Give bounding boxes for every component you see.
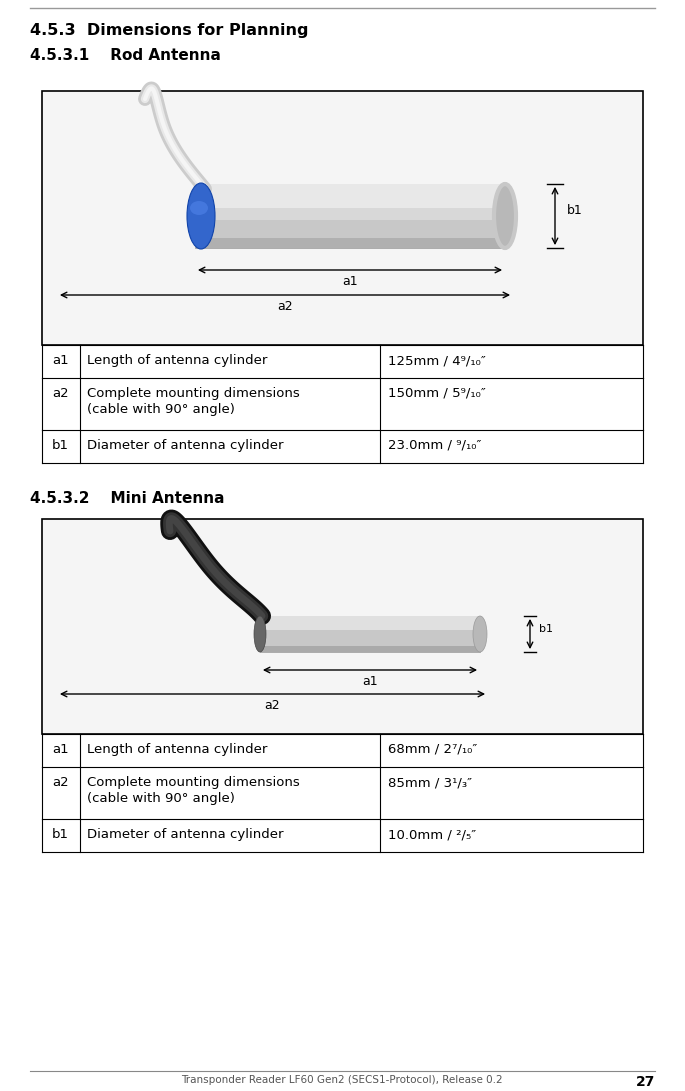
Text: 125mm / 4⁹/₁₀″: 125mm / 4⁹/₁₀″	[388, 353, 486, 367]
Text: 85mm / 3¹/₃″: 85mm / 3¹/₃″	[388, 776, 472, 789]
Text: a1: a1	[52, 353, 68, 367]
Text: (cable with 90° angle): (cable with 90° angle)	[87, 403, 235, 416]
Text: a1: a1	[342, 275, 358, 288]
Text: 4.5.3.2    Mini Antenna: 4.5.3.2 Mini Antenna	[30, 491, 225, 506]
Text: a1: a1	[362, 675, 378, 688]
FancyBboxPatch shape	[195, 238, 505, 248]
Text: a1: a1	[52, 743, 68, 756]
Text: Complete mounting dimensions: Complete mounting dimensions	[87, 776, 300, 789]
FancyBboxPatch shape	[195, 184, 505, 248]
Text: b1: b1	[52, 828, 69, 841]
Text: 150mm / 5⁹/₁₀″: 150mm / 5⁹/₁₀″	[388, 387, 486, 400]
Text: a2: a2	[264, 699, 280, 712]
FancyBboxPatch shape	[195, 184, 505, 208]
Text: b1: b1	[567, 204, 583, 216]
Text: (cable with 90° angle): (cable with 90° angle)	[87, 792, 235, 805]
Ellipse shape	[473, 616, 487, 652]
Text: 27: 27	[636, 1075, 655, 1089]
Text: Length of antenna cylinder: Length of antenna cylinder	[87, 353, 267, 367]
Text: Diameter of antenna cylinder: Diameter of antenna cylinder	[87, 828, 284, 841]
Text: b1: b1	[52, 439, 69, 452]
Text: 4.5.3  Dimensions for Planning: 4.5.3 Dimensions for Planning	[30, 23, 308, 38]
Text: 4.5.3.1    Rod Antenna: 4.5.3.1 Rod Antenna	[30, 48, 221, 63]
Text: a2: a2	[277, 300, 292, 313]
Ellipse shape	[254, 616, 266, 652]
Text: a2: a2	[52, 387, 68, 400]
Text: b1: b1	[539, 624, 553, 634]
FancyBboxPatch shape	[42, 519, 643, 734]
Text: 10.0mm / ²/₅″: 10.0mm / ²/₅″	[388, 828, 476, 841]
Ellipse shape	[187, 183, 215, 249]
Text: Diameter of antenna cylinder: Diameter of antenna cylinder	[87, 439, 284, 452]
FancyBboxPatch shape	[42, 91, 643, 345]
Text: Length of antenna cylinder: Length of antenna cylinder	[87, 743, 267, 756]
Ellipse shape	[494, 184, 516, 248]
Text: Complete mounting dimensions: Complete mounting dimensions	[87, 387, 300, 400]
Text: a2: a2	[52, 776, 68, 789]
Ellipse shape	[190, 201, 208, 215]
Text: 68mm / 2⁷/₁₀″: 68mm / 2⁷/₁₀″	[388, 743, 477, 756]
FancyBboxPatch shape	[260, 616, 480, 652]
FancyBboxPatch shape	[260, 646, 480, 652]
FancyBboxPatch shape	[195, 208, 505, 220]
Text: Transponder Reader LF60 Gen2 (SECS1-Protocol), Release 0.2: Transponder Reader LF60 Gen2 (SECS1-Prot…	[182, 1075, 503, 1086]
Text: 23.0mm / ⁹/₁₀″: 23.0mm / ⁹/₁₀″	[388, 439, 482, 452]
FancyBboxPatch shape	[260, 616, 480, 630]
